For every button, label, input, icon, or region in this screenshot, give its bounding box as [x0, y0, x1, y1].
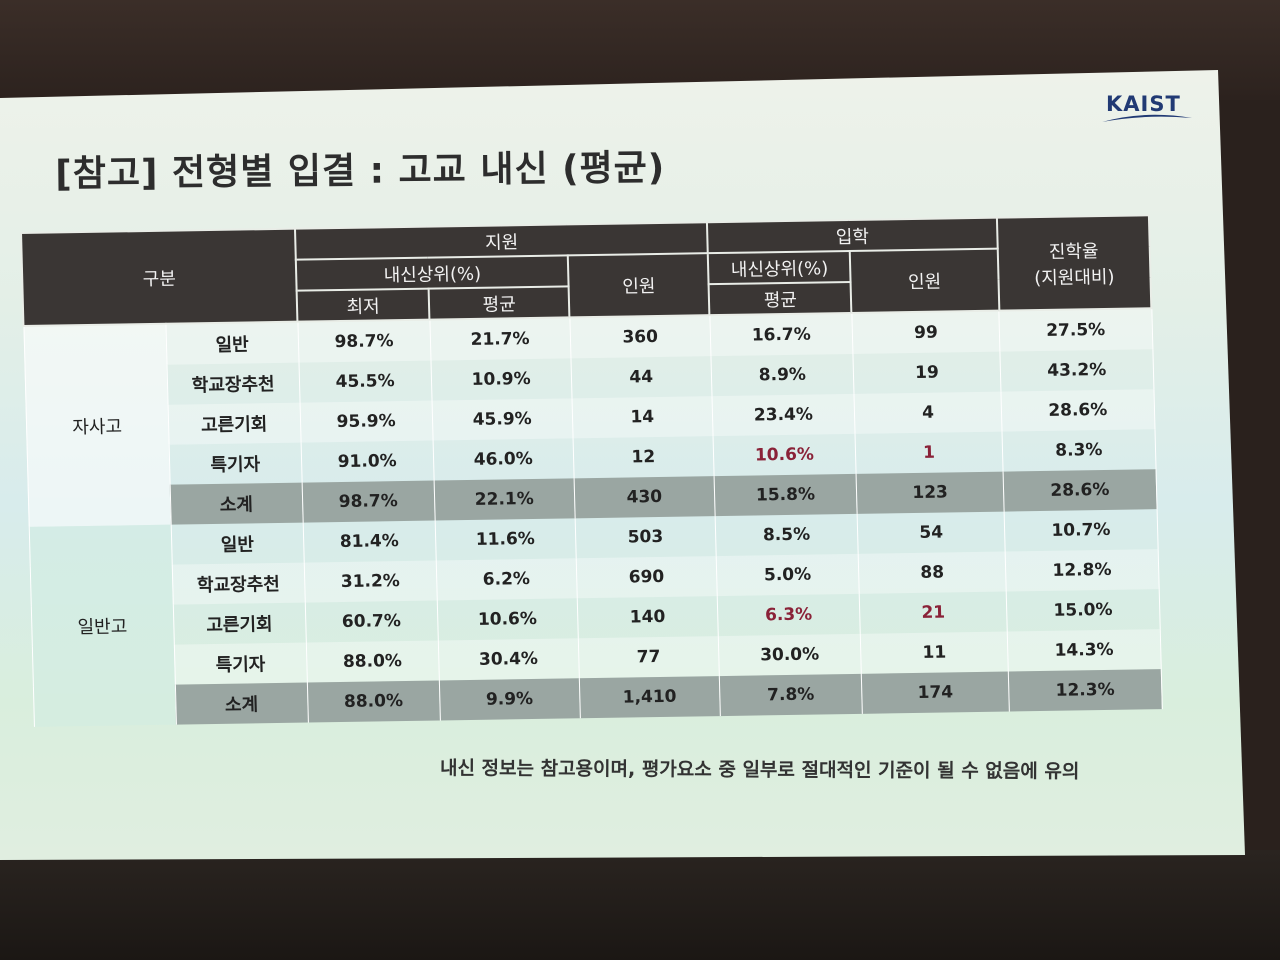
- row-type: 고른기회: [172, 602, 306, 645]
- cell-rate: 43.2%: [1000, 349, 1154, 392]
- cell-count: 430: [573, 476, 715, 519]
- cell-admit-count: 54: [857, 511, 1006, 554]
- cell-count: 77: [577, 636, 720, 679]
- footnote: 내신 정보는 참고용이며, 평가요소 중 일부로 절대적인 기준이 될 수 없음…: [439, 757, 1080, 783]
- header-grade-pct: 내신상위(%): [295, 255, 569, 291]
- cell-rate: 12.8%: [1005, 549, 1159, 592]
- cell-admit-avg: 15.8%: [713, 473, 858, 517]
- admission-table-wrapper: 구분 지원 입학 진학율 (지원대비) 내신상위(%) 인원 내신상위(%) 인…: [20, 214, 1178, 727]
- cell-admit-avg: 7.8%: [719, 673, 863, 717]
- cell-admit-count: 123: [856, 471, 1005, 514]
- cell-avg: 45.9%: [431, 398, 573, 441]
- row-type: 소계: [175, 682, 309, 725]
- cell-count: 360: [569, 315, 711, 359]
- header-admit: 입학: [707, 217, 998, 254]
- header-admit-count: 인원: [850, 248, 999, 313]
- cell-min: 81.4%: [302, 520, 436, 563]
- cell-min: 45.5%: [298, 360, 432, 403]
- header-min: 최저: [296, 288, 430, 322]
- header-admit-avg: 평균: [708, 281, 852, 316]
- projection-screen: [0, 70, 1245, 860]
- cell-min: 88.0%: [305, 640, 439, 683]
- cell-min: 98.7%: [297, 319, 431, 363]
- cell-admit-count: 1: [854, 431, 1004, 474]
- cell-admit-avg: 16.7%: [709, 312, 853, 357]
- group-label: 일반고: [28, 524, 177, 727]
- group-label: 자사고: [23, 323, 171, 527]
- cell-count: 12: [572, 436, 714, 479]
- cell-admit-avg: 8.5%: [714, 513, 859, 557]
- table-body: 자사고 일반 98.7% 21.7% 360 16.7% 99 27.5% 학교…: [23, 308, 1162, 727]
- room-background-bottom: [0, 850, 1280, 960]
- cell-min: 88.0%: [306, 680, 441, 723]
- cell-min: 60.7%: [304, 600, 438, 643]
- cell-admit-count: 19: [852, 351, 1002, 394]
- cell-admit-avg: 23.4%: [711, 393, 855, 437]
- cell-rate: 8.3%: [1002, 429, 1156, 472]
- cell-count: 690: [575, 556, 718, 599]
- cell-rate: 28.6%: [1001, 389, 1155, 432]
- cell-count: 503: [574, 516, 717, 559]
- cell-admit-avg: 10.6%: [712, 433, 857, 477]
- cell-avg: 10.9%: [430, 358, 572, 401]
- row-type: 일반: [170, 522, 304, 565]
- row-type: 고른기회: [167, 402, 301, 445]
- row-type: 일반: [165, 321, 299, 365]
- row-type: 특기자: [168, 442, 302, 485]
- cell-admit-count: 99: [851, 310, 1001, 354]
- cell-admit-count: 174: [861, 671, 1010, 714]
- row-type: 학교장추천: [171, 562, 305, 605]
- cell-avg: 6.2%: [435, 558, 577, 601]
- header-rate: 진학율 (지원대비): [996, 215, 1152, 311]
- cell-admit-count: 11: [860, 631, 1009, 674]
- cell-avg: 9.9%: [438, 678, 581, 721]
- logo-swoosh-icon: [1102, 114, 1192, 122]
- cell-min: 91.0%: [300, 440, 434, 483]
- cell-avg: 22.1%: [433, 478, 575, 521]
- row-type: 학교장추천: [166, 362, 300, 405]
- row-type: 소계: [169, 482, 303, 525]
- cell-admit-avg: 30.0%: [718, 633, 862, 677]
- cell-avg: 11.6%: [434, 518, 576, 561]
- header-avg: 평균: [428, 286, 570, 320]
- cell-avg: 10.6%: [436, 598, 578, 641]
- cell-rate: 10.7%: [1004, 509, 1158, 552]
- header-rate-label: 진학율: [1048, 240, 1099, 263]
- cell-avg: 30.4%: [437, 638, 580, 681]
- cell-admit-count: 4: [853, 391, 1003, 434]
- cell-avg: 46.0%: [432, 438, 574, 481]
- cell-count: 140: [576, 596, 719, 639]
- table-header: 구분 지원 입학 진학율 (지원대비) 내신상위(%) 인원 내신상위(%) 인…: [21, 215, 1152, 326]
- cell-rate: 12.3%: [1008, 669, 1162, 712]
- header-category: 구분: [21, 228, 298, 326]
- cell-admit-avg: 6.3%: [717, 593, 861, 637]
- row-type: 특기자: [173, 642, 307, 685]
- slide-title: [참고] 전형별 입결 : 고교 내신 (평균): [55, 147, 666, 195]
- cell-rate: 28.6%: [1003, 469, 1157, 512]
- cell-rate: 14.3%: [1007, 629, 1161, 672]
- cell-count: 14: [571, 396, 713, 439]
- cell-rate: 15.0%: [1006, 589, 1160, 632]
- cell-avg: 21.7%: [429, 317, 571, 361]
- cell-min: 31.2%: [303, 560, 437, 603]
- admission-table: 구분 지원 입학 진학율 (지원대비) 내신상위(%) 인원 내신상위(%) 인…: [20, 214, 1163, 727]
- cell-rate: 27.5%: [998, 308, 1153, 352]
- cell-min: 95.9%: [299, 400, 433, 443]
- kaist-logo: KAIST: [1100, 90, 1195, 126]
- cell-count: 44: [570, 356, 712, 399]
- cell-admit-count: 88: [858, 551, 1007, 594]
- cell-admit-avg: 8.9%: [710, 353, 854, 397]
- header-admit-grade-pct: 내신상위(%): [708, 250, 852, 285]
- logo-text: KAIST: [1106, 92, 1181, 116]
- header-apply-count: 인원: [567, 253, 710, 318]
- cell-min: 98.7%: [301, 480, 435, 523]
- cell-admit-count: 21: [859, 591, 1008, 634]
- cell-admit-avg: 5.0%: [716, 553, 860, 597]
- header-rate-sub: (지원대비): [1033, 266, 1115, 289]
- cell-count: 1,410: [579, 676, 721, 719]
